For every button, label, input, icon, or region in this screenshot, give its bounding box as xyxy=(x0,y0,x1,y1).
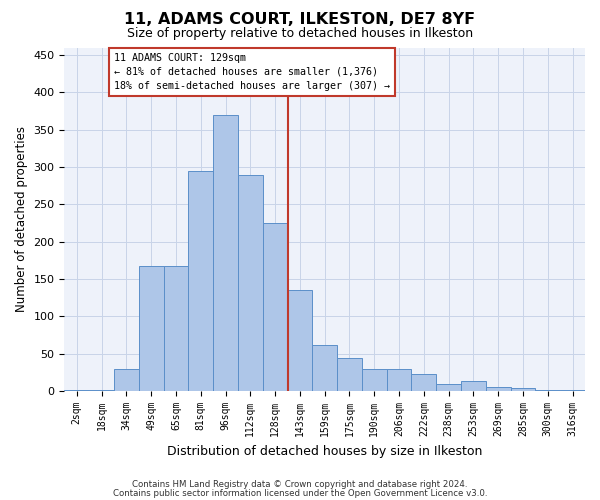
Bar xyxy=(238,174,263,391)
Bar xyxy=(560,390,585,391)
Text: 11, ADAMS COURT, ILKESTON, DE7 8YF: 11, ADAMS COURT, ILKESTON, DE7 8YF xyxy=(124,12,476,28)
Bar xyxy=(535,390,560,391)
Bar xyxy=(511,388,535,391)
Bar xyxy=(436,384,461,391)
Bar xyxy=(164,266,188,391)
Bar xyxy=(337,358,362,391)
Bar xyxy=(188,171,213,391)
Bar xyxy=(139,266,164,391)
Bar xyxy=(287,290,313,391)
Bar xyxy=(263,223,287,391)
Y-axis label: Number of detached properties: Number of detached properties xyxy=(15,126,28,312)
Bar xyxy=(486,388,511,391)
Text: Size of property relative to detached houses in Ilkeston: Size of property relative to detached ho… xyxy=(127,28,473,40)
Bar xyxy=(412,374,436,391)
X-axis label: Distribution of detached houses by size in Ilkeston: Distribution of detached houses by size … xyxy=(167,444,482,458)
Text: Contains public sector information licensed under the Open Government Licence v3: Contains public sector information licen… xyxy=(113,488,487,498)
Bar xyxy=(89,390,114,391)
Text: Contains HM Land Registry data © Crown copyright and database right 2024.: Contains HM Land Registry data © Crown c… xyxy=(132,480,468,489)
Bar xyxy=(386,369,412,391)
Bar xyxy=(64,390,89,391)
Bar xyxy=(362,369,386,391)
Bar xyxy=(213,114,238,391)
Text: 11 ADAMS COURT: 129sqm
← 81% of detached houses are smaller (1,376)
18% of semi-: 11 ADAMS COURT: 129sqm ← 81% of detached… xyxy=(114,52,390,90)
Bar xyxy=(114,369,139,391)
Bar xyxy=(313,345,337,391)
Bar xyxy=(461,382,486,391)
